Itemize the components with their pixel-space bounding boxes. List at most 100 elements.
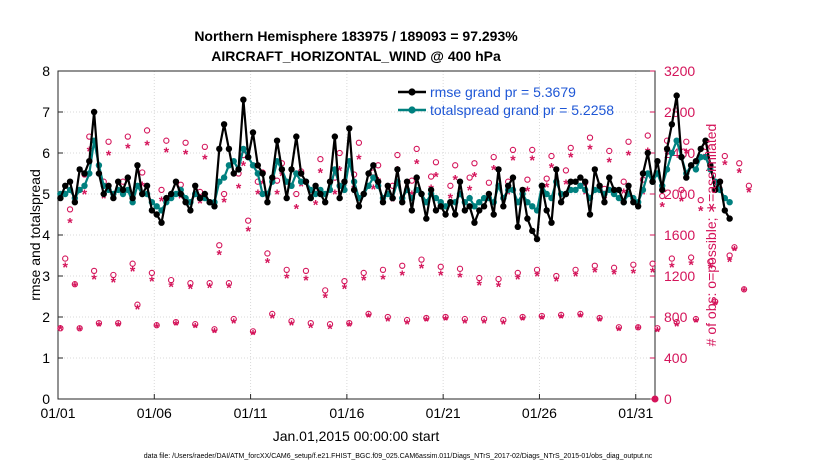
obs-assimilated-point: *	[77, 322, 83, 338]
rmse-point	[143, 182, 151, 189]
obs-assimilated-point: *	[115, 318, 121, 334]
obs-possible-point	[625, 138, 632, 145]
obs-possible-point	[485, 179, 493, 186]
obs-assimilated-point: *	[347, 318, 353, 334]
rmse-point	[350, 186, 358, 194]
obs-zero-marker	[651, 395, 659, 403]
obs-assimilated-point: *	[298, 178, 304, 194]
obs-possible-point	[524, 176, 531, 183]
totalspread-point	[293, 170, 300, 177]
obs-assimilated-point: *	[217, 246, 223, 262]
obs-possible-point	[143, 127, 151, 134]
y-axis-label-right: # of obs: o=possible; ∗=assimilated	[703, 124, 719, 347]
rmse-point	[86, 158, 93, 165]
totalspread-point	[668, 149, 676, 157]
rmse-point	[206, 199, 213, 206]
totalspread-point	[153, 203, 160, 210]
totalspread-point	[543, 190, 550, 198]
obs-assimilated-point: *	[626, 147, 632, 163]
obs-possible-point	[687, 254, 695, 261]
obs-possible-point	[543, 175, 550, 182]
totalspread-point	[225, 162, 233, 169]
obs-assimilated-point: *	[212, 324, 218, 340]
legend-marker-spread	[408, 106, 416, 114]
obs-assimilated-point: *	[342, 280, 348, 296]
obs-assimilated-point: *	[289, 317, 295, 333]
rmse-point	[610, 186, 618, 194]
obs-assimilated-point: *	[318, 164, 324, 180]
rmse-point	[504, 182, 512, 189]
obs-assimilated-point: *	[82, 186, 88, 202]
obs-possible-point	[432, 159, 440, 166]
obs-assimilated-point: *	[491, 161, 497, 177]
rmse-point	[702, 137, 709, 144]
rmse-point	[273, 137, 281, 144]
obs-assimilated-point: *	[501, 316, 507, 332]
rmse-point	[418, 190, 425, 198]
rmse-point	[707, 162, 714, 169]
obs-assimilated-point: *	[371, 181, 377, 197]
rmse-point	[514, 223, 521, 230]
obs-possible-point	[548, 152, 555, 160]
obs-possible-point	[456, 265, 464, 272]
totalspread-point	[476, 199, 483, 206]
obs-assimilated-point: *	[361, 272, 367, 288]
obs-assimilated-point: *	[669, 259, 675, 275]
obs-assimilated-point: *	[313, 196, 319, 212]
rmse-point	[721, 207, 729, 214]
obs-possible-point	[423, 314, 430, 322]
rmse-point	[644, 149, 651, 157]
obs-possible-point	[557, 311, 565, 319]
obs-assimilated-point: *	[260, 176, 266, 192]
rmse-point	[244, 153, 252, 161]
obs-assimilated-point: *	[250, 326, 256, 342]
obs-assimilated-point: *	[140, 178, 146, 194]
y-tick-label-left: 0	[42, 391, 50, 407]
y-tick-label-right: 400	[664, 350, 688, 366]
rmse-point	[119, 186, 127, 194]
obs-possible-point	[466, 174, 473, 181]
obs-possible-point	[480, 315, 488, 323]
totalspread-point	[673, 137, 680, 144]
obs-assimilated-point: *	[91, 271, 97, 287]
obs-possible-point	[76, 325, 83, 332]
rmse-point	[235, 166, 242, 173]
rmse-point	[480, 203, 488, 210]
obs-assimilated-point: *	[332, 186, 338, 202]
obs-possible-point	[692, 315, 700, 323]
rmse-point	[538, 182, 546, 189]
rmse-point	[124, 174, 132, 181]
totalspread-point	[466, 194, 473, 202]
obs-possible-point	[745, 182, 753, 189]
rmse-point	[529, 227, 536, 235]
obs-possible-point	[182, 139, 189, 146]
obs-possible-point	[500, 316, 507, 324]
obs-assimilated-point: *	[655, 323, 661, 339]
obs-assimilated-point: *	[549, 159, 555, 175]
totalspread-point	[259, 190, 266, 198]
obs-assimilated-point: *	[611, 266, 617, 282]
rmse-point	[408, 207, 416, 214]
obs-assimilated-point: *	[62, 259, 68, 275]
rmse-point	[254, 162, 262, 169]
rmse-point	[716, 178, 724, 185]
rmse-point	[466, 203, 473, 210]
obs-assimilated-point: *	[477, 277, 483, 293]
rmse-point	[163, 194, 170, 202]
obs-assimilated-point: *	[322, 290, 328, 306]
obs-assimilated-point: *	[154, 319, 160, 335]
obs-assimilated-point: *	[241, 157, 247, 173]
obs-assimilated-point: *	[510, 152, 516, 168]
obs-possible-point	[553, 272, 560, 280]
rmse-point	[687, 162, 695, 169]
obs-possible-point	[341, 277, 348, 285]
rmse-point	[158, 219, 165, 226]
obs-possible-point	[683, 138, 690, 145]
obs-possible-point	[659, 192, 666, 200]
obs-assimilated-point: *	[168, 278, 174, 294]
rmse-point	[264, 199, 271, 206]
obs-possible-point	[726, 252, 733, 259]
rmse-point	[317, 190, 324, 198]
rmse-point	[95, 170, 103, 177]
obs-assimilated-point: *	[607, 154, 613, 170]
